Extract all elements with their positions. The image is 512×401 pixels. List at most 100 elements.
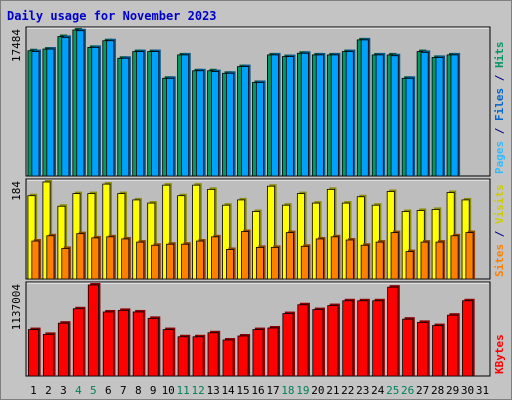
- kbytes-bar-day-20: [312, 309, 324, 377]
- files-bar-day-2: [46, 48, 55, 177]
- panel-visits-max-label: 184: [10, 181, 23, 201]
- files-bar-day-24: [375, 54, 384, 177]
- sites-bar-day-8: [136, 241, 145, 280]
- files-bar-day-6: [106, 40, 115, 177]
- kbytes-bar-day-24: [372, 300, 384, 377]
- day-label-13: 13: [206, 384, 219, 397]
- day-label-16: 16: [251, 384, 264, 397]
- legend-part-0: Pages: [493, 141, 506, 174]
- sites-bar-day-13: [211, 236, 220, 280]
- sites-bar-day-23: [360, 244, 369, 280]
- sites-bar-day-22: [345, 239, 354, 280]
- day-label-8: 8: [135, 384, 142, 397]
- sites-bar-day-1: [31, 240, 40, 280]
- day-label-22: 22: [341, 384, 354, 397]
- day-label-26: 26: [401, 384, 414, 397]
- sites-bar-day-3: [61, 248, 70, 280]
- files-bar-day-18: [285, 56, 294, 177]
- day-label-1: 1: [30, 384, 37, 397]
- legend-part-0: KBytes: [493, 334, 506, 374]
- panel-visits-bars: [27, 180, 476, 280]
- sites-bar-day-16: [255, 246, 264, 280]
- sites-bar-day-24: [375, 241, 384, 280]
- files-bar-day-14: [226, 72, 235, 177]
- kbytes-bar-day-26: [402, 318, 414, 377]
- panel-hits-legend: Pages / Files / Hits: [493, 42, 506, 175]
- files-bar-day-22: [345, 51, 354, 177]
- sites-bar-day-9: [151, 244, 160, 280]
- files-bar-day-12: [196, 70, 205, 177]
- sites-bar-day-15: [240, 231, 249, 280]
- day-label-28: 28: [431, 384, 444, 397]
- legend-part-1: /: [493, 121, 506, 141]
- files-bar-day-17: [270, 54, 279, 177]
- day-label-31: 31: [476, 384, 489, 397]
- files-bar-day-11: [181, 54, 190, 177]
- panel-visits-legend: Sites / Visits: [493, 184, 506, 277]
- files-bar-day-15: [240, 66, 249, 177]
- sites-bar-day-20: [315, 238, 324, 280]
- files-bar-day-16: [255, 82, 264, 177]
- panel-kbytes-bars: [27, 283, 475, 377]
- day-label-27: 27: [416, 384, 429, 397]
- legend-part-0: Sites: [493, 244, 506, 277]
- kbytes-bar-day-14: [222, 339, 234, 377]
- day-label-10: 10: [162, 384, 175, 397]
- day-label-12: 12: [192, 384, 205, 397]
- files-bar-day-8: [136, 51, 145, 177]
- files-bar-day-19: [300, 52, 309, 177]
- legend-part-2: Visits: [493, 184, 506, 224]
- panel-hits-bars: [27, 28, 461, 177]
- kbytes-bar-day-5: [87, 284, 99, 377]
- panel-kbytes-max-label: 1137004: [10, 284, 23, 331]
- files-bar-day-9: [151, 51, 160, 177]
- files-bar-day-23: [360, 39, 369, 177]
- day-label-11: 11: [177, 384, 190, 397]
- kbytes-bar-day-4: [72, 308, 84, 377]
- files-bar-day-29: [450, 54, 459, 177]
- sites-bar-day-7: [121, 238, 130, 280]
- sites-bar-day-6: [106, 236, 115, 280]
- files-bar-day-3: [61, 36, 70, 177]
- legend-part-1: /: [493, 224, 506, 244]
- files-bar-day-1: [31, 51, 40, 177]
- kbytes-bar-day-19: [297, 304, 309, 377]
- files-bar-day-10: [166, 77, 175, 177]
- kbytes-bar-day-15: [237, 335, 249, 377]
- kbytes-bar-day-27: [417, 321, 429, 377]
- kbytes-bar-day-10: [162, 329, 174, 377]
- kbytes-bar-day-2: [42, 333, 54, 377]
- sites-bar-day-28: [435, 241, 444, 280]
- day-axis: 1 2 3 4 5 6 7 8 9 10 11 12 13 14 15 16 17 18 19 20 21 22 23 24 2…: [30, 384, 489, 397]
- legend-part-4: Hits: [493, 42, 506, 69]
- files-bar-day-21: [330, 54, 339, 177]
- day-label-25: 25: [386, 384, 399, 397]
- day-label-9: 9: [150, 384, 157, 397]
- sites-bar-day-17: [270, 246, 279, 280]
- kbytes-bar-day-22: [342, 300, 354, 377]
- chart-panels: 17484 Pages / Files / Hits 184 Sites / Visi…: [10, 26, 506, 377]
- kbytes-bar-day-30: [462, 300, 474, 377]
- day-label-29: 29: [446, 384, 459, 397]
- files-bar-day-26: [405, 77, 414, 177]
- kbytes-bar-day-12: [192, 336, 204, 377]
- sites-bar-day-10: [166, 243, 175, 280]
- files-bar-day-27: [420, 52, 429, 177]
- day-label-4: 4: [75, 384, 82, 397]
- day-label-24: 24: [371, 384, 385, 397]
- day-label-17: 17: [266, 384, 279, 397]
- kbytes-bar-day-3: [57, 322, 69, 377]
- sites-bar-day-11: [181, 243, 190, 280]
- legend-part-3: /: [493, 68, 506, 88]
- kbytes-bar-day-25: [387, 286, 399, 377]
- panel-hits-max-label: 17484: [10, 29, 23, 62]
- panel-hits: 17484 Pages / Files / Hits: [10, 26, 506, 177]
- sites-bar-day-2: [46, 235, 55, 280]
- panel-visits: 184 Sites / Visits: [10, 178, 506, 280]
- day-label-3: 3: [60, 384, 67, 397]
- day-label-7: 7: [120, 384, 127, 397]
- kbytes-bar-day-29: [447, 314, 459, 377]
- kbytes-bar-day-6: [102, 311, 114, 377]
- kbytes-bar-day-23: [357, 300, 369, 377]
